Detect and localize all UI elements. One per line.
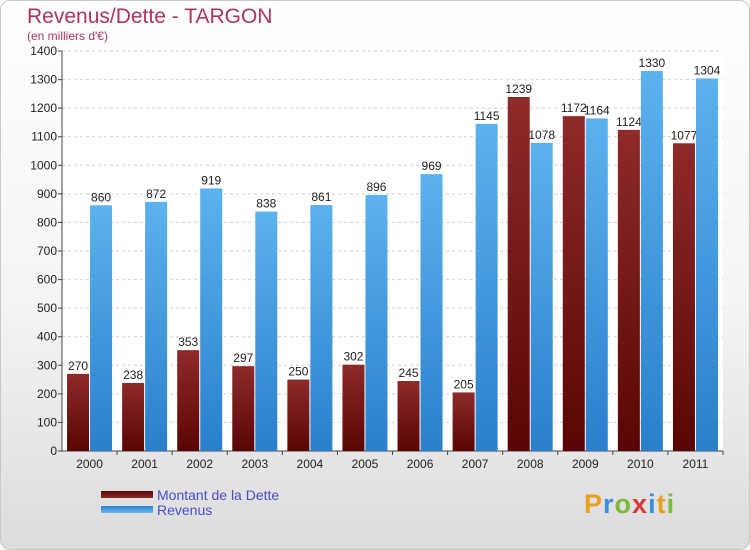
data-label-dette: 205 xyxy=(454,377,474,391)
legend-label-dette: Montant de la Dette xyxy=(157,486,280,503)
bar-dette xyxy=(562,116,585,452)
y-tick-label: 1000 xyxy=(30,158,57,172)
bar-dette xyxy=(342,364,365,451)
x-tick-label: 2009 xyxy=(572,457,599,471)
x-tick-label: 2000 xyxy=(76,457,103,471)
logo-letter: P xyxy=(584,489,604,519)
data-label-revenus: 1145 xyxy=(474,109,500,123)
data-label-revenus: 1304 xyxy=(694,63,721,77)
data-label-revenus: 919 xyxy=(201,173,221,187)
chart-title: Revenus/Dette - TARGON xyxy=(27,5,273,28)
proxiti-logo: Proxiti xyxy=(584,489,675,520)
data-label-dette: 245 xyxy=(399,366,419,380)
x-tick-label: 2010 xyxy=(627,457,654,471)
bar-revenus xyxy=(585,118,608,451)
bar-revenus xyxy=(255,211,278,451)
bar-dette xyxy=(287,379,310,451)
data-label-dette: 1077 xyxy=(671,128,698,142)
x-tick-label: 2002 xyxy=(186,457,213,471)
x-tick-label: 2007 xyxy=(462,457,489,471)
data-label-dette: 1239 xyxy=(505,82,532,96)
bar-revenus xyxy=(640,71,663,451)
logo-letter: r xyxy=(603,489,615,519)
x-tick-label: 2003 xyxy=(241,457,268,471)
bar-dette xyxy=(617,129,640,451)
bar-revenus xyxy=(200,188,223,451)
bar-dette xyxy=(507,97,530,451)
y-tick-label: 400 xyxy=(37,330,57,344)
y-tick-label: 1300 xyxy=(30,73,57,87)
data-label-revenus: 896 xyxy=(366,180,386,194)
logo-letter: x xyxy=(632,489,649,519)
bar-dette xyxy=(177,350,200,451)
data-label-revenus: 861 xyxy=(311,190,331,204)
logo-letter: i xyxy=(666,489,676,519)
data-label-dette: 297 xyxy=(233,351,253,365)
bar-dette xyxy=(232,366,255,451)
bar-dette xyxy=(397,381,420,451)
data-label-dette: 270 xyxy=(68,359,88,373)
bar-revenus xyxy=(475,123,498,451)
legend-swatch-dette xyxy=(101,491,153,498)
y-tick-label: 1100 xyxy=(31,130,57,144)
data-label-revenus: 838 xyxy=(256,197,276,211)
logo-letter: t xyxy=(656,489,667,519)
data-label-revenus: 860 xyxy=(91,190,111,204)
x-tick-label: 2004 xyxy=(297,457,324,471)
data-label-dette: 1124 xyxy=(616,115,642,129)
y-tick-label: 900 xyxy=(37,187,57,201)
y-tick-label: 1400 xyxy=(30,44,57,58)
data-label-dette: 302 xyxy=(343,350,363,364)
legend: Montant de la Dette Revenus xyxy=(101,486,280,518)
data-label-revenus: 1164 xyxy=(584,103,610,117)
data-label-dette: 1172 xyxy=(561,101,587,115)
y-tick-label: 600 xyxy=(37,273,57,287)
y-tick-label: 300 xyxy=(37,358,57,372)
data-label-revenus: 969 xyxy=(422,159,442,173)
x-tick-label: 2005 xyxy=(352,457,379,471)
data-label-revenus: 872 xyxy=(146,187,166,201)
legend-item-revenus: Revenus xyxy=(101,501,279,518)
logo-letter: i xyxy=(648,489,657,519)
legend-label-revenus: Revenus xyxy=(157,501,213,518)
bar-revenus xyxy=(365,195,388,451)
data-label-dette: 250 xyxy=(288,365,308,379)
bar-revenus xyxy=(90,205,113,451)
x-tick-label: 2001 xyxy=(131,457,158,471)
y-tick-label: 1200 xyxy=(30,101,57,115)
bar-dette xyxy=(672,143,695,452)
bar-dette xyxy=(122,383,145,451)
data-label-dette: 353 xyxy=(178,335,198,349)
x-tick-label: 2006 xyxy=(407,457,434,471)
bar-revenus xyxy=(310,205,333,451)
x-tick-label: 2011 xyxy=(683,457,709,471)
bar-dette xyxy=(452,392,475,451)
data-label-revenus: 1078 xyxy=(528,128,555,142)
data-label-dette: 238 xyxy=(123,368,143,382)
bar-revenus xyxy=(695,78,718,451)
data-label-revenus: 1330 xyxy=(639,56,666,70)
y-tick-label: 100 xyxy=(37,415,57,429)
y-tick-label: 700 xyxy=(37,244,57,258)
x-tick-label: 2008 xyxy=(517,457,544,471)
y-tick-label: 200 xyxy=(37,387,57,401)
bar-revenus xyxy=(145,201,168,451)
logo-letter: o xyxy=(614,489,633,519)
y-tick-label: 0 xyxy=(50,444,57,458)
chart-subtitle: (en milliers d'€) xyxy=(27,29,108,43)
bar-revenus xyxy=(530,143,553,451)
legend-item-dette: Montant de la Dette xyxy=(101,486,280,503)
legend-swatch-revenus xyxy=(101,506,153,513)
y-tick-label: 500 xyxy=(37,301,57,315)
bar-revenus xyxy=(420,174,443,451)
bar-dette xyxy=(67,373,90,451)
y-tick-label: 800 xyxy=(37,215,57,229)
